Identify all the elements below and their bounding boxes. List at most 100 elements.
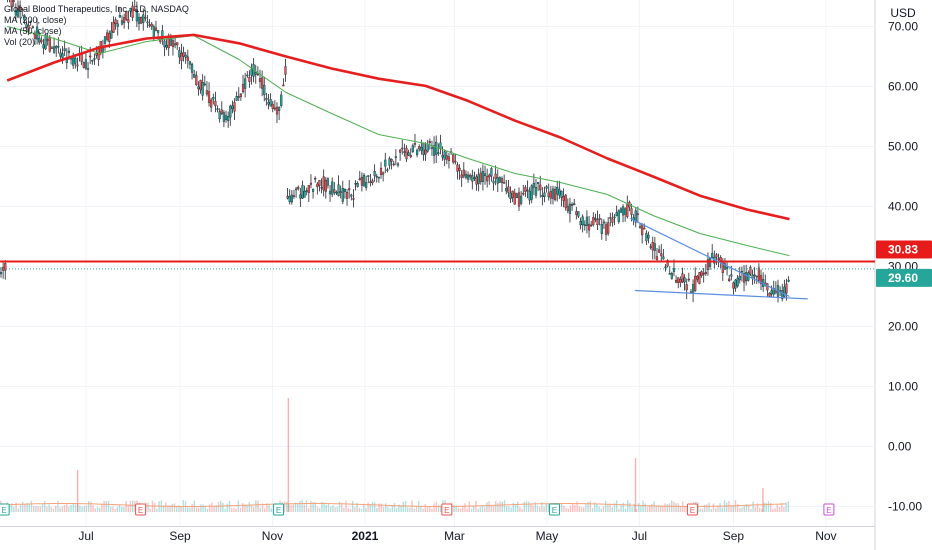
volume-bar <box>261 503 264 512</box>
volume-bar <box>118 504 121 512</box>
candle-body <box>269 99 272 107</box>
candle-body <box>84 59 88 69</box>
volume-bar <box>495 501 497 512</box>
candle-body <box>379 167 383 175</box>
volume-bar <box>26 502 28 512</box>
volume-bar <box>778 507 781 512</box>
volume-bar <box>270 508 272 512</box>
currency-label[interactable]: USD <box>890 6 916 20</box>
candle-body <box>67 50 71 53</box>
volume-bar <box>598 506 600 512</box>
candle-body <box>515 193 518 199</box>
volume-bar <box>653 501 655 512</box>
trendline[interactable] <box>634 289 808 300</box>
candle-body <box>25 23 28 28</box>
x-tick-label: Sep <box>169 529 191 543</box>
candle-body <box>314 177 317 180</box>
volume-bar <box>774 508 776 512</box>
candle-body <box>496 177 499 184</box>
volume-bar <box>101 503 103 512</box>
legend-ma-200: MA (200, close) <box>4 15 67 25</box>
volume-bar <box>209 504 211 512</box>
candle-body <box>675 280 678 283</box>
volume-bar <box>547 503 550 512</box>
volume-bar <box>594 502 596 512</box>
volume-bar <box>431 508 433 512</box>
volume-bar <box>52 508 55 512</box>
earnings-marker[interactable] <box>135 503 147 516</box>
candle-body <box>35 26 39 40</box>
candle-body <box>517 192 521 207</box>
volume-bar <box>596 503 598 512</box>
volume-bar <box>730 505 732 512</box>
candle-body <box>651 242 654 251</box>
volume-bar <box>668 503 671 512</box>
candle-body <box>333 189 336 193</box>
volume-bar <box>50 507 52 512</box>
earnings-marker[interactable] <box>548 503 560 516</box>
volume-bar <box>246 505 248 512</box>
x-tick-label: Nov <box>262 529 283 543</box>
volume-bar <box>72 503 74 512</box>
volume-bar <box>745 504 748 512</box>
volume-bar <box>481 505 484 512</box>
volume-bar <box>176 505 178 512</box>
candle-body <box>19 5 22 11</box>
candle-body <box>413 143 417 145</box>
candle-body <box>757 267 760 281</box>
volume-bar <box>88 501 90 512</box>
y-tick-label: 10.00 <box>888 380 918 394</box>
candle-body <box>787 279 790 282</box>
candle-body <box>280 94 283 106</box>
volume-bar <box>206 508 209 512</box>
volume-bar <box>134 500 136 512</box>
candle-body <box>483 173 487 177</box>
earnings-marker[interactable] <box>273 503 285 516</box>
volume-bar <box>697 502 699 512</box>
volume-bar <box>382 506 385 512</box>
volume-bar <box>239 507 242 512</box>
earnings-marker[interactable] <box>686 503 698 516</box>
candle-body <box>63 48 66 52</box>
earnings-marker[interactable] <box>0 503 10 516</box>
volume-bar <box>640 506 642 512</box>
candle-body <box>564 194 567 208</box>
candle-body <box>345 192 349 199</box>
volume-bar <box>644 503 646 512</box>
candle-body <box>645 232 648 242</box>
volume-bar <box>48 504 50 512</box>
candle-body <box>670 273 673 279</box>
volume-bar <box>341 502 343 512</box>
candle-body <box>74 57 77 64</box>
candle-body <box>311 188 315 192</box>
candle-body <box>224 115 228 120</box>
volume-bar <box>664 503 666 512</box>
volume-bar <box>55 505 57 512</box>
volume-bar <box>503 500 506 512</box>
volume-bar <box>327 503 330 512</box>
x-tick-label: Nov <box>815 529 836 543</box>
candle-body <box>86 68 90 70</box>
candle-body <box>275 106 279 115</box>
candle-body <box>522 192 525 195</box>
candle-body <box>607 222 610 234</box>
candle-body <box>16 9 20 18</box>
volume-bar <box>127 504 129 512</box>
volume-bar <box>312 502 314 512</box>
earnings-marker[interactable] <box>441 503 453 516</box>
candle-body <box>685 284 688 291</box>
trendline[interactable] <box>630 217 790 298</box>
volume-bar <box>92 505 94 512</box>
candle-body <box>439 142 442 149</box>
candle-body <box>163 40 166 48</box>
candle-body <box>244 78 247 89</box>
candle-body <box>558 189 561 196</box>
candle-body <box>205 90 209 95</box>
earnings-marker[interactable] <box>823 503 835 516</box>
volume-bar <box>292 504 294 512</box>
candle-body <box>207 91 211 103</box>
volume-bar <box>506 506 508 512</box>
volume-bar <box>514 504 517 512</box>
ma-50-line <box>7 26 790 257</box>
